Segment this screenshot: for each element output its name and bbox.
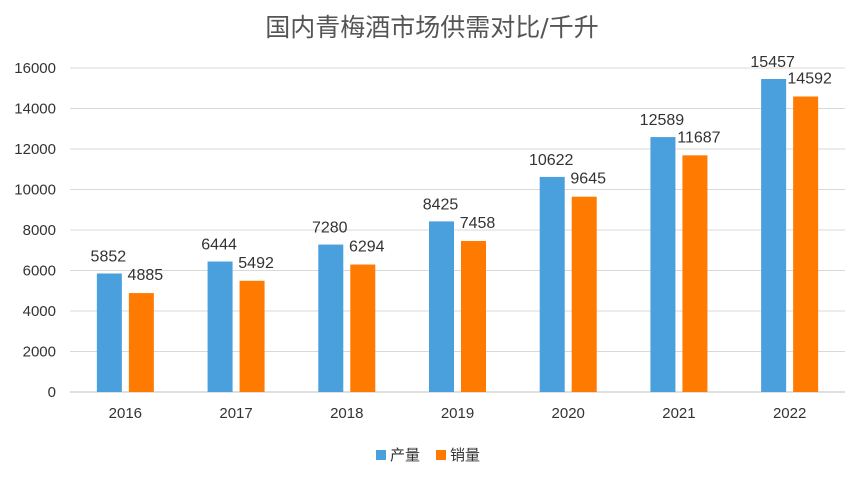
bar-production <box>761 78 787 392</box>
bar-sales <box>793 96 819 393</box>
y-tick-label: 10000 <box>14 182 56 199</box>
data-label: 8425 <box>423 196 459 213</box>
bars-layer <box>96 78 819 393</box>
y-tick-label: 2000 <box>23 344 56 361</box>
y-tick-label: 14000 <box>14 101 56 118</box>
x-tick-label: 2016 <box>109 405 142 422</box>
data-label: 5852 <box>91 248 127 265</box>
legend-label: 产量 <box>390 446 420 464</box>
data-label: 12589 <box>640 112 685 129</box>
data-label: 4885 <box>128 267 164 284</box>
bar-sales <box>350 264 376 392</box>
x-tick-label: 2022 <box>773 405 806 422</box>
bar-sales <box>571 196 597 392</box>
grid-layer: 0 2000 4000 6000 8000 10000 12000 14000 16000 <box>14 60 845 401</box>
data-label: 6444 <box>201 237 237 254</box>
bar-sales <box>128 293 154 392</box>
x-tick-label: 2021 <box>662 405 695 422</box>
legend: 产量 销量 <box>376 446 480 464</box>
data-label: 7280 <box>312 220 348 237</box>
x-tick-label: 2020 <box>552 405 585 422</box>
legend-swatch-sales <box>436 450 446 460</box>
y-tick-label: 8000 <box>23 222 56 239</box>
data-label: 9645 <box>570 171 606 188</box>
x-tick-label: 2017 <box>219 405 252 422</box>
data-label: 14592 <box>787 71 832 88</box>
bar-sales <box>239 280 265 392</box>
legend-label: 销量 <box>450 446 480 464</box>
data-label: 7458 <box>460 215 496 232</box>
x-tick-label: 2018 <box>330 405 363 422</box>
x-axis: 2016 2017 2018 2019 2020 2021 2022 <box>109 405 807 422</box>
data-label: 11687 <box>677 129 720 146</box>
bar-sales <box>461 240 486 392</box>
y-tick-label: 0 <box>48 384 56 401</box>
data-label: 5492 <box>238 255 274 272</box>
y-tick-label: 6000 <box>23 263 56 280</box>
data-label: 6294 <box>349 239 385 256</box>
bar-production <box>96 273 122 392</box>
x-tick-label: 2019 <box>441 405 474 422</box>
bar-production <box>539 176 565 392</box>
bar-production <box>650 137 676 392</box>
data-label: 10622 <box>529 152 574 169</box>
bar-sales <box>682 155 708 392</box>
legend-swatch-production <box>376 450 386 460</box>
bar-production <box>207 261 233 392</box>
data-label: 15457 <box>750 54 795 71</box>
bar-production <box>318 244 344 392</box>
bar-production <box>429 221 454 392</box>
y-tick-label: 12000 <box>14 141 56 158</box>
y-tick-label: 16000 <box>14 60 56 77</box>
y-tick-label: 4000 <box>23 303 56 320</box>
chart-title: 国内青梅酒市场供需对比/千升 <box>265 13 598 42</box>
